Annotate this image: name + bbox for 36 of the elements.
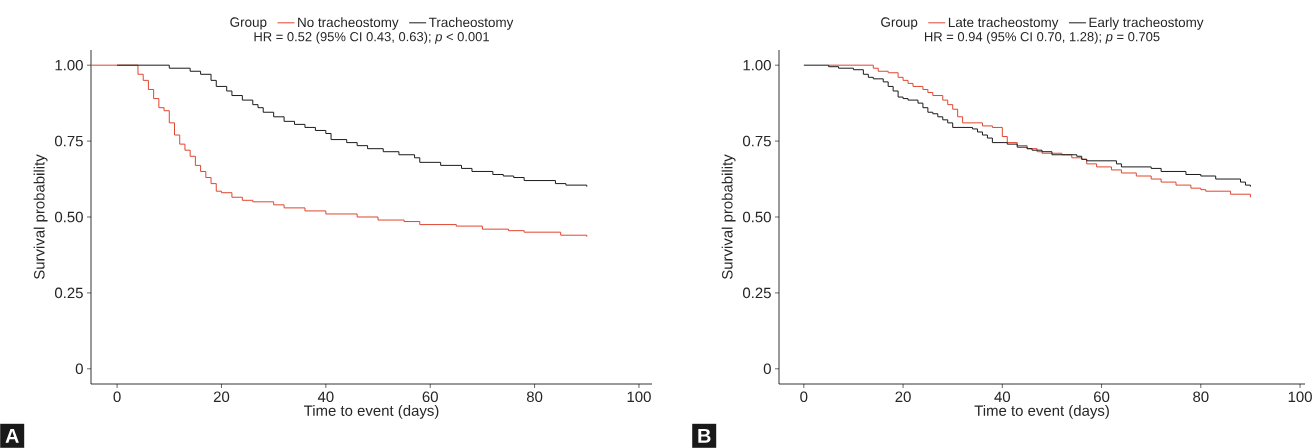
y-tick-label: 0 <box>763 363 771 375</box>
y-tick-label: 0.75 <box>54 135 83 147</box>
x-tick-label: 80 <box>526 391 543 403</box>
legend-title: Group <box>881 17 918 30</box>
x-tick-label: 20 <box>895 391 911 403</box>
x-tick-label: 60 <box>1094 391 1110 403</box>
x-tick-label: 0 <box>800 391 808 403</box>
y-tick-label: 1.00 <box>743 59 771 71</box>
legend-label: Late tracheostomy <box>948 17 1059 30</box>
legend-label: No tracheostomy <box>298 17 399 30</box>
legend-label: Tracheostomy <box>428 17 514 30</box>
x-tick-label: 20 <box>213 391 230 403</box>
legend-label: Early tracheostomy <box>1089 17 1204 30</box>
y-tick-label: 0.75 <box>742 135 771 147</box>
x-tick-label: 100 <box>1288 391 1312 403</box>
y-tick-label: 0.25 <box>742 287 771 299</box>
text: A <box>5 428 19 443</box>
y-axis-title: Survival probability <box>721 154 736 280</box>
x-axis-title: Time to event (days) <box>974 404 1109 419</box>
x-tick-label: 40 <box>317 391 334 403</box>
legend-title: Group <box>230 17 267 30</box>
y-tick-label: 0.50 <box>742 211 771 223</box>
y-tick-label: 0.25 <box>54 287 83 299</box>
y-tick-label: 0.50 <box>54 211 83 223</box>
x-tick-label: 60 <box>422 391 438 403</box>
y-axis-title: Survival probability <box>33 154 48 280</box>
x-tick-label: 40 <box>994 391 1011 403</box>
x-tick-label: 0 <box>113 391 121 403</box>
chart-subtitle: HR = 0.94 (95% CI 0.70, 1.28); p = 0.705 <box>925 31 1160 44</box>
y-tick-label: 0 <box>75 363 83 375</box>
x-tick-label: 80 <box>1193 391 1209 403</box>
x-tick-label: 100 <box>627 391 651 403</box>
chart-subtitle: HR = 0.52 (95% CI 0.43, 0.63); p < 0.001 <box>254 31 489 44</box>
x-axis-title: Time to event (days) <box>304 404 439 419</box>
text: B <box>698 428 711 443</box>
y-tick-label: 1.00 <box>55 59 83 71</box>
